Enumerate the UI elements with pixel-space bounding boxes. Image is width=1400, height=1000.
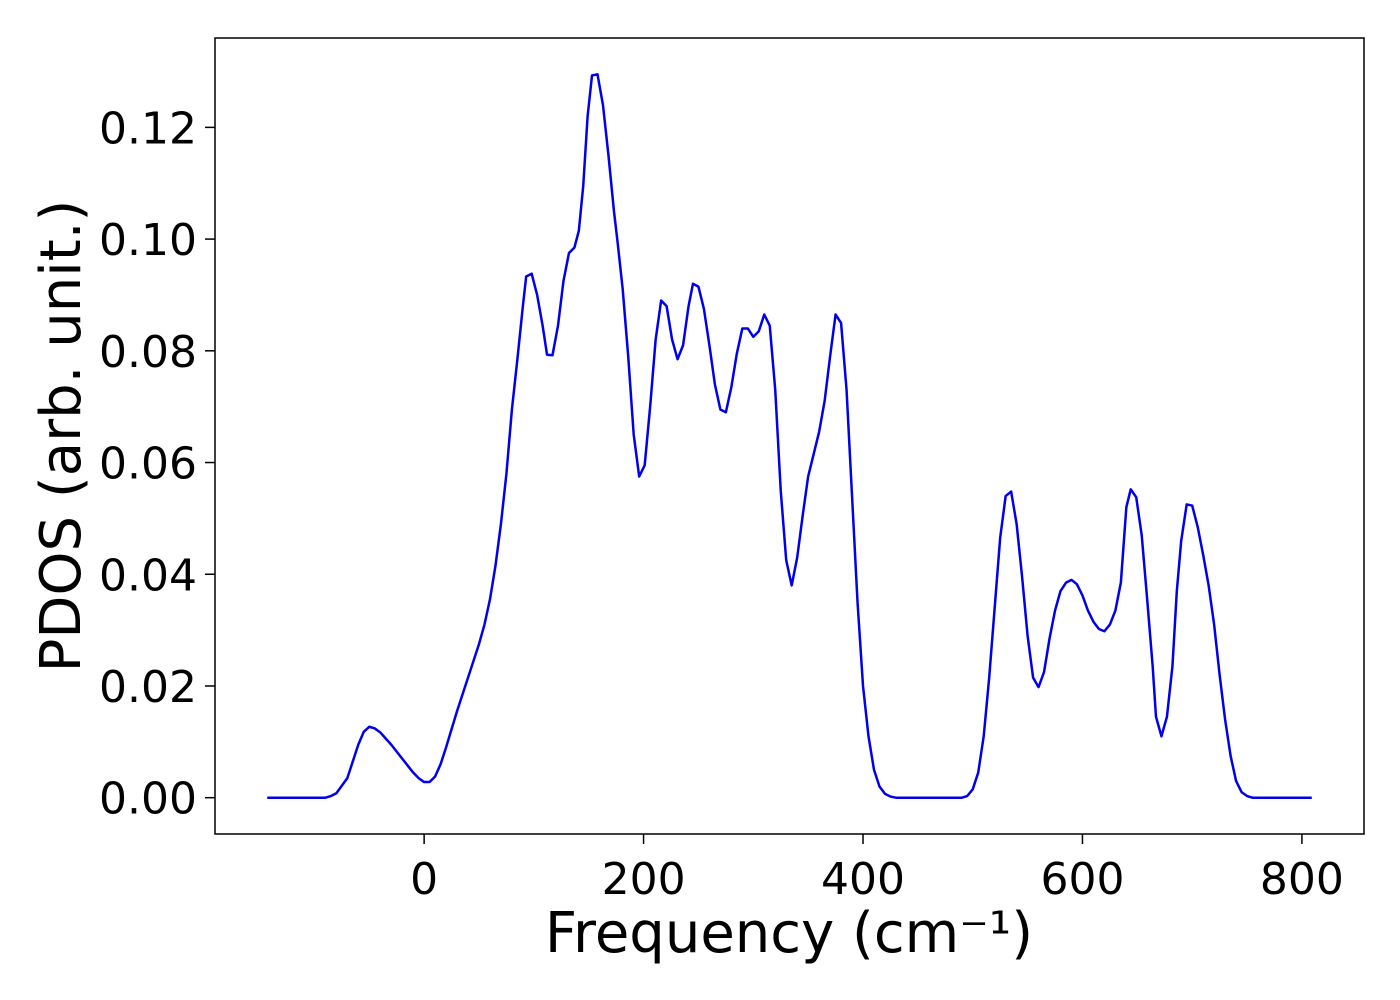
y-tick-label: 0.02 (99, 662, 197, 713)
x-tick-label: 800 (1260, 854, 1344, 905)
x-tick-label: 600 (1040, 854, 1124, 905)
y-tick-label: 0.04 (99, 550, 197, 601)
x-tick-label: 0 (410, 854, 438, 905)
x-tick-label: 400 (821, 854, 905, 905)
x-tick-label: 200 (602, 854, 686, 905)
y-tick-label: 0.08 (99, 327, 197, 378)
y-tick-label: 0.10 (99, 215, 197, 266)
y-tick-label: 0.12 (99, 103, 197, 154)
y-axis-label: PDOS (arb. unit.) (29, 200, 94, 673)
y-tick-label: 0.00 (99, 774, 197, 825)
x-axis-label: Frequency (cm⁻¹) (545, 901, 1033, 966)
plot-frame (214, 37, 1365, 835)
data-line (267, 73, 1312, 799)
y-tick-label: 0.06 (99, 439, 197, 490)
